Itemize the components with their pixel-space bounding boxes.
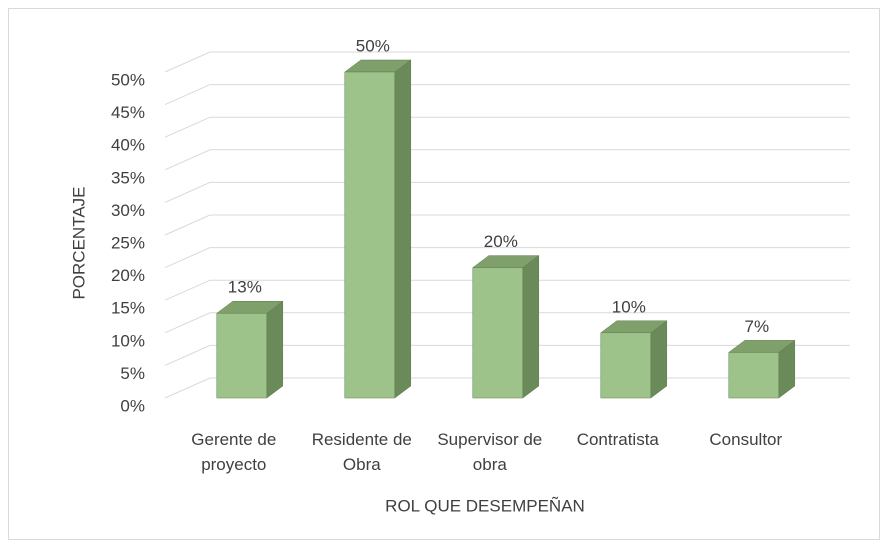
y-tick-label: 0% — [120, 396, 145, 415]
bar-side — [266, 300, 284, 399]
y-tick-label: 35% — [111, 168, 145, 187]
y-tick-label: 45% — [111, 103, 145, 122]
grid-line — [164, 149, 850, 171]
x-tick-label: Gerente de proyecto — [191, 430, 277, 474]
y-tick-label: 40% — [111, 136, 145, 155]
bar — [472, 255, 540, 399]
bar-side — [522, 255, 540, 399]
y-tick-label: 10% — [111, 331, 145, 350]
y-tick-label: 20% — [111, 266, 145, 285]
data-label: 20% — [484, 232, 518, 251]
bar — [728, 339, 796, 399]
y-tick-label: 30% — [111, 201, 145, 220]
x-tick-label: Consultor — [709, 430, 783, 449]
grid-line — [164, 116, 850, 138]
grid-line — [164, 181, 850, 203]
bar-front — [600, 332, 652, 399]
grid-line — [164, 247, 850, 269]
bar-side — [650, 320, 668, 399]
data-label: 50% — [356, 36, 390, 55]
x-tick-label: Residente de Obra — [311, 430, 412, 474]
bar-side — [394, 59, 412, 399]
y-tick-label: 25% — [111, 233, 145, 252]
y-axis-title: PORCENTAJE — [69, 186, 88, 299]
x-axis-title: ROL QUE DESEMPEÑAN — [385, 496, 585, 515]
data-label: 10% — [612, 297, 646, 316]
grid-line — [164, 279, 850, 301]
data-label: 7% — [745, 317, 770, 336]
y-tick-label: 5% — [120, 364, 145, 383]
grid-line — [164, 84, 850, 106]
bar-front — [216, 312, 268, 399]
bar — [600, 320, 668, 399]
grid-line — [164, 312, 850, 334]
bar-front — [344, 71, 396, 399]
grid-line — [164, 214, 850, 236]
bar-front — [472, 267, 524, 399]
y-tick-label: 15% — [111, 299, 145, 318]
bar — [344, 59, 412, 399]
grid-line — [164, 51, 850, 73]
x-tick-label: Contratista — [576, 430, 659, 449]
y-tick-label: 50% — [111, 70, 145, 89]
data-label: 13% — [228, 278, 262, 297]
bar — [216, 300, 284, 399]
bar-front — [728, 352, 780, 399]
x-tick-label: Supervisor de obra — [437, 430, 543, 474]
